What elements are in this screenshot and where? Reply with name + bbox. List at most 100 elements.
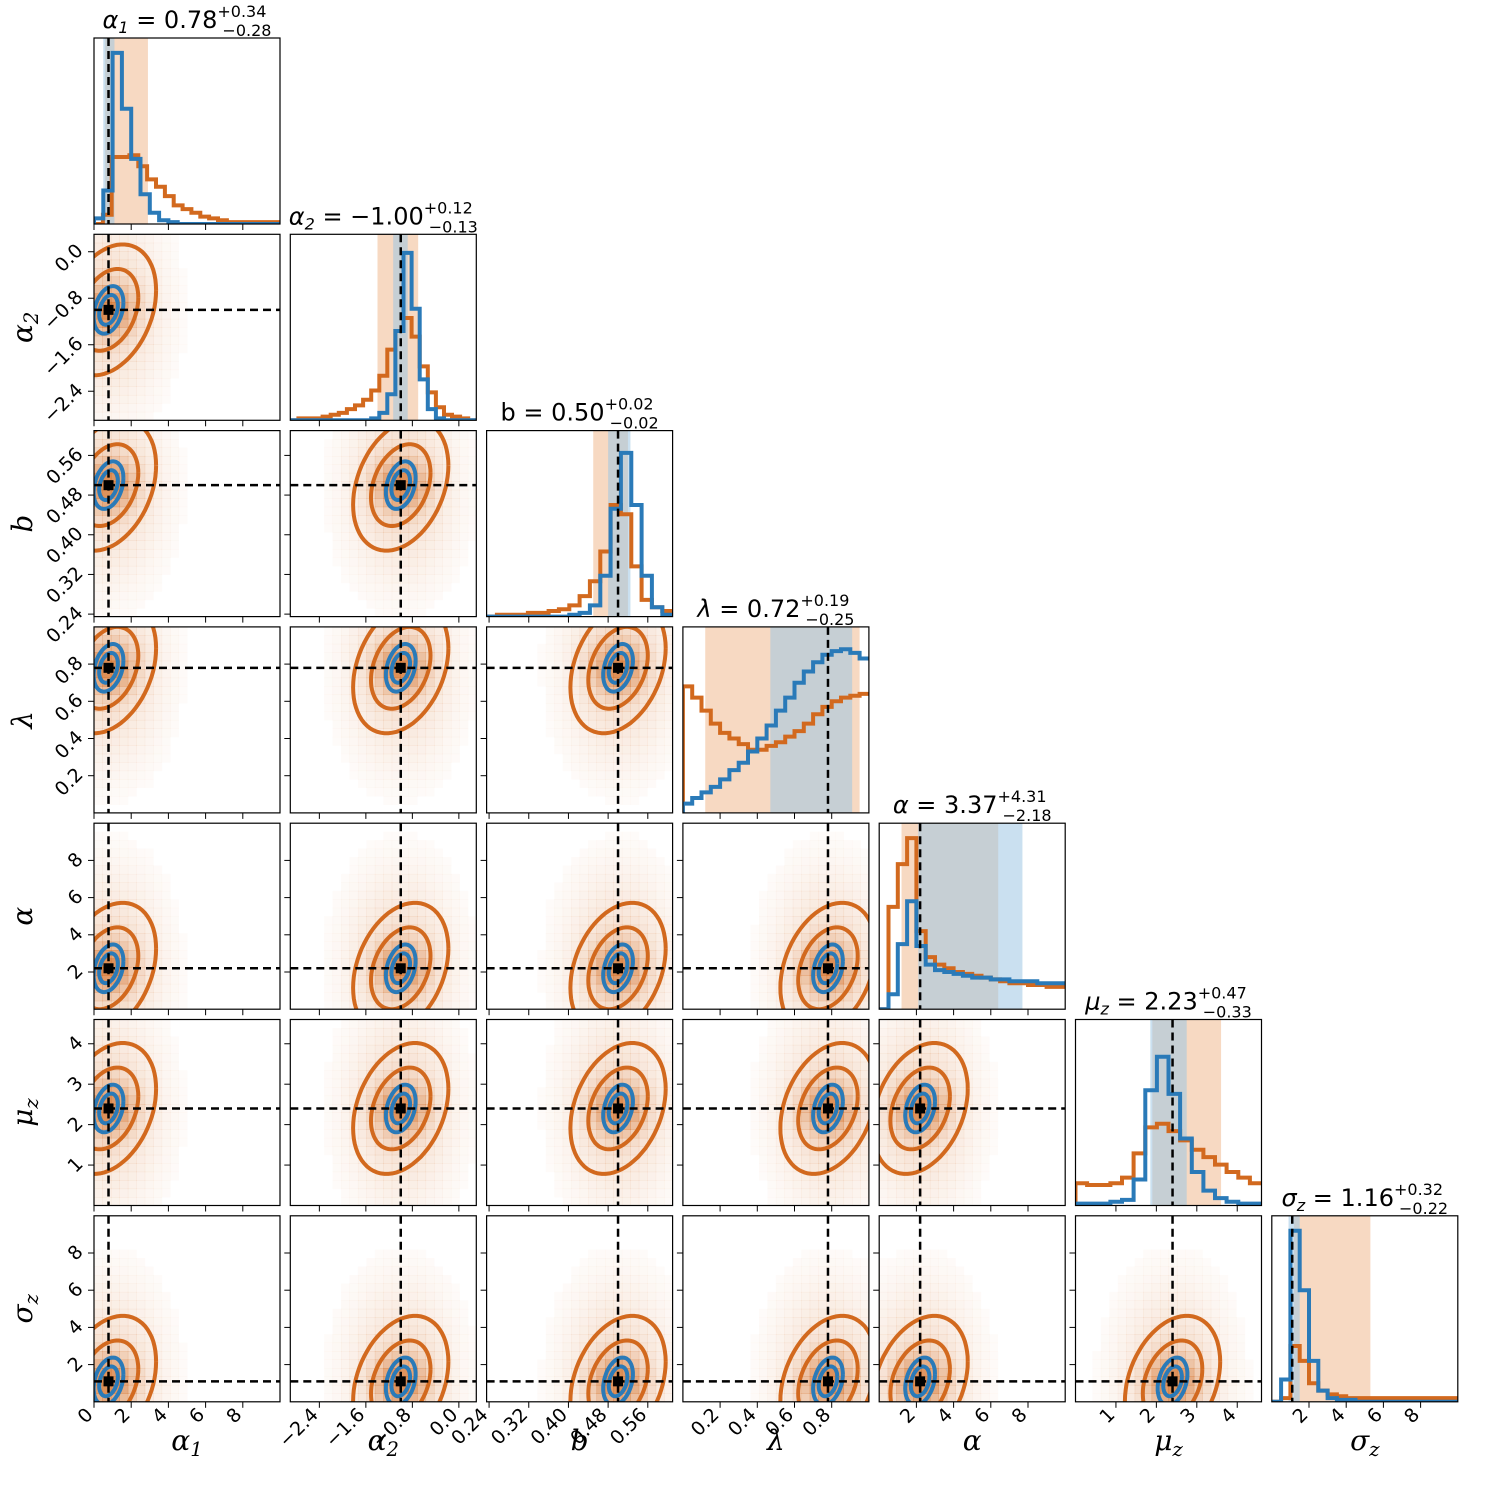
density-cell xyxy=(604,1171,614,1181)
density-cell xyxy=(425,1154,435,1164)
density-cell xyxy=(546,1053,555,1062)
density-cell xyxy=(835,1154,845,1164)
density-cell xyxy=(110,259,120,269)
density-cell xyxy=(913,1078,922,1088)
density-cell xyxy=(851,924,861,934)
density-cell xyxy=(588,1044,598,1054)
density-cell xyxy=(341,1000,350,1010)
density-cell xyxy=(417,770,427,780)
density-cell xyxy=(860,1070,869,1080)
density-cell xyxy=(843,958,853,968)
density-cell xyxy=(357,1342,367,1352)
density-cell xyxy=(921,1180,931,1190)
density-cell xyxy=(332,515,342,525)
density-cell xyxy=(425,439,435,449)
panel-frame xyxy=(93,233,281,421)
density-cell xyxy=(630,840,639,849)
density-cell xyxy=(417,840,426,849)
density-cell xyxy=(144,1027,154,1037)
density-cell xyxy=(596,992,606,1002)
density-cell xyxy=(596,660,606,670)
density-cell xyxy=(442,1154,452,1164)
density-cell xyxy=(324,1146,333,1155)
density-cell xyxy=(366,762,376,772)
density-cell xyxy=(887,1163,897,1173)
density-cell xyxy=(655,1146,665,1156)
density-cell xyxy=(554,1020,563,1029)
density-cell xyxy=(400,430,410,440)
density-cell xyxy=(621,882,631,892)
density-cell xyxy=(664,950,673,959)
density-cell xyxy=(758,975,768,985)
density-cell xyxy=(391,1000,401,1010)
density-cell xyxy=(119,1308,129,1318)
density-cell xyxy=(374,532,384,542)
density-cell xyxy=(571,1036,581,1046)
density-cell xyxy=(333,711,342,720)
density-cell xyxy=(621,890,631,900)
density-cell xyxy=(604,694,614,704)
density-cell xyxy=(94,1266,103,1276)
density-cell xyxy=(450,515,460,525)
density-cell xyxy=(374,1274,384,1284)
density-cell xyxy=(818,933,828,943)
density-cell xyxy=(94,1317,103,1327)
density-cell xyxy=(408,506,418,516)
density-cell xyxy=(127,574,137,584)
density-cell xyxy=(127,702,137,712)
density-cell xyxy=(366,1078,376,1088)
density-cell xyxy=(571,660,581,670)
y-tick-label: 0.48 xyxy=(42,483,87,528)
density-cell xyxy=(383,719,393,729)
y-tick-label: 4 xyxy=(63,1032,87,1056)
density-cell xyxy=(349,1180,359,1190)
density-cell xyxy=(809,882,819,892)
density-cell xyxy=(904,1061,914,1071)
density-cell xyxy=(391,848,401,858)
density-cell xyxy=(102,1300,112,1310)
density-cell xyxy=(357,907,367,917)
density-cell xyxy=(341,719,350,729)
density-cell xyxy=(571,882,581,892)
density-cell xyxy=(94,251,103,261)
y-tick-label: 4 xyxy=(63,1315,87,1339)
density-cell xyxy=(110,532,120,542)
density-cell xyxy=(459,1028,468,1037)
density-cell xyxy=(579,1027,589,1037)
density-cell xyxy=(655,933,665,943)
density-cell xyxy=(434,1036,443,1046)
density-cell xyxy=(349,1197,358,1206)
density-cell xyxy=(459,1045,468,1054)
density-cell xyxy=(630,1036,640,1046)
density-cell xyxy=(383,788,392,797)
contour-orange-inner xyxy=(586,1065,650,1152)
density-cell xyxy=(434,924,443,934)
density-cell xyxy=(408,455,418,465)
density-cell xyxy=(144,1000,154,1010)
density-cell xyxy=(110,268,120,278)
density-cell xyxy=(425,532,435,542)
density-cell xyxy=(144,472,154,482)
density-cell xyxy=(383,848,393,858)
density-cell xyxy=(596,924,606,934)
density-cell xyxy=(843,1188,853,1198)
density-cell xyxy=(904,1171,914,1181)
density-cell xyxy=(366,728,376,738)
density-cell xyxy=(119,242,129,252)
density-cell xyxy=(94,608,103,617)
density-cell xyxy=(647,779,656,788)
density-cell xyxy=(153,369,163,379)
density-cell xyxy=(102,276,112,286)
density-cell xyxy=(349,447,359,457)
density-cell xyxy=(341,1171,350,1181)
density-cell xyxy=(110,251,120,261)
density-cell xyxy=(400,472,410,482)
density-cell xyxy=(341,669,350,679)
density-cell xyxy=(451,1180,460,1189)
density-cell xyxy=(638,694,648,704)
density-cell xyxy=(357,992,367,1002)
density-cell xyxy=(170,1317,179,1326)
density-cell xyxy=(127,386,137,396)
density-cell xyxy=(110,702,120,712)
density-cell xyxy=(127,1036,137,1046)
